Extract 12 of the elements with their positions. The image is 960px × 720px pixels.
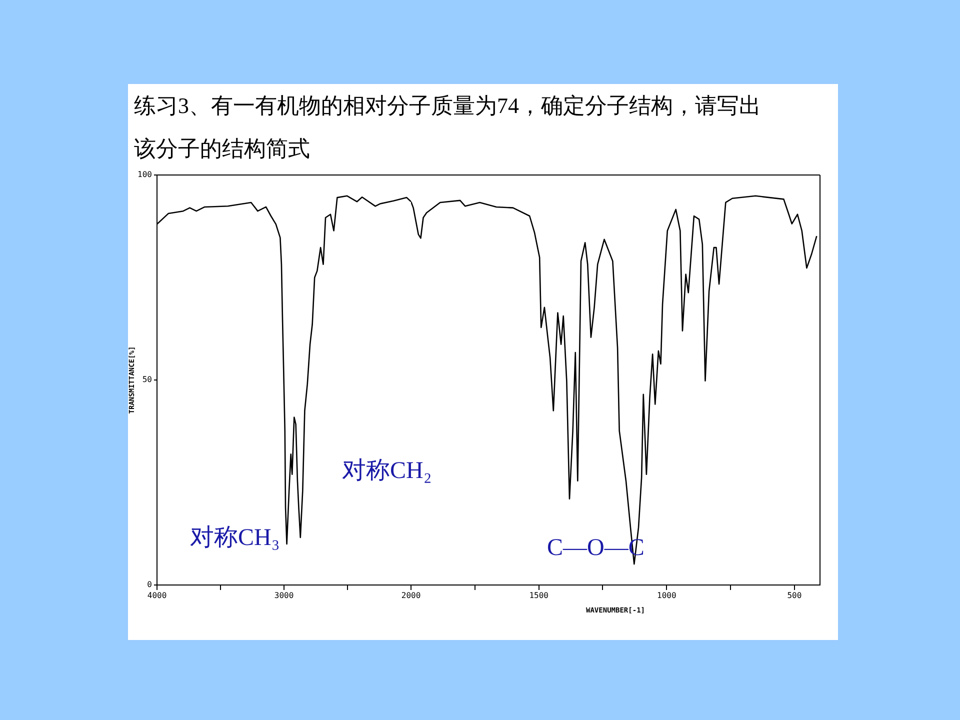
x-tick-label: 500 [787,590,802,600]
chart-title: 练习3、有一有机物的相对分子质量为74，确定分子结构，请写出该分子的结构简式 [134,92,762,163]
x-tick-label: 1500 [529,590,549,600]
y-tick-label: 100 [138,170,152,180]
x-tick-label: 1000 [656,590,676,600]
y-tick-label: 0 [147,580,152,590]
x-tick-label: 4000 [147,590,167,600]
x-tick-label: 3000 [274,590,294,600]
y-tick-label: 50 [142,375,152,384]
x-tick-label: 2000 [401,590,421,600]
annotation: 对称CH₃ [190,525,280,551]
annotation: 对称CH₂ [342,458,432,484]
